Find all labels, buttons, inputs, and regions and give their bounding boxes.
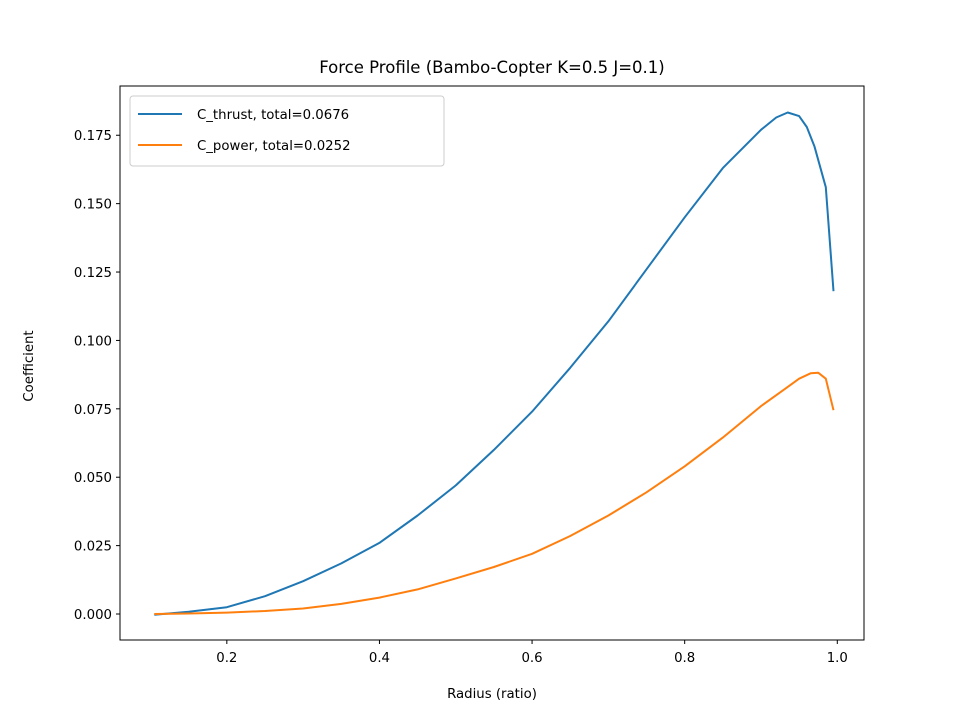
y-tick-label: 0.150 — [74, 198, 112, 213]
legend: C_thrust, total=0.0676 C_power, total=0.… — [129, 95, 445, 167]
legend-label-power: C_power, total=0.0252 — [197, 139, 351, 154]
x-tick-label: 0.4 — [369, 651, 390, 666]
x-tick-label: 0.2 — [216, 651, 237, 666]
y-tick-label: 0.175 — [74, 129, 112, 144]
y-tick-label: 0.000 — [74, 608, 112, 623]
y-tick-label: 0.050 — [74, 471, 112, 486]
x-tick-label: 0.8 — [674, 651, 695, 666]
y-axis-label: Coefficient — [22, 330, 37, 401]
legend-box — [129, 95, 445, 167]
x-axis-label: Radius (ratio) — [447, 687, 537, 702]
series-line-0 — [154, 111, 835, 616]
chart-title: Force Profile (Bambo-Copter K=0.5 J=0.1) — [319, 58, 664, 77]
x-tick-label: 1.0 — [827, 651, 848, 666]
y-tick-label: 0.100 — [74, 334, 112, 349]
y-axis-ticks: 0.000 0.025 0.050 0.075 0.100 0.125 0.150 0.175 — [74, 129, 120, 623]
x-axis-ticks: 0.2 0.4 0.6 0.8 1.0 — [216, 640, 848, 666]
axes-frame — [119, 85, 865, 641]
axes-background — [120, 86, 864, 640]
series-line-1 — [154, 371, 835, 615]
y-tick-label: 0.125 — [74, 266, 112, 281]
y-tick-label: 0.075 — [74, 403, 112, 418]
series-layer — [154, 111, 835, 616]
plot-area — [119, 85, 865, 641]
y-tick-label: 0.025 — [74, 540, 112, 555]
legend-label-thrust: C_thrust, total=0.0676 — [197, 108, 349, 123]
x-tick-label: 0.6 — [521, 651, 542, 666]
